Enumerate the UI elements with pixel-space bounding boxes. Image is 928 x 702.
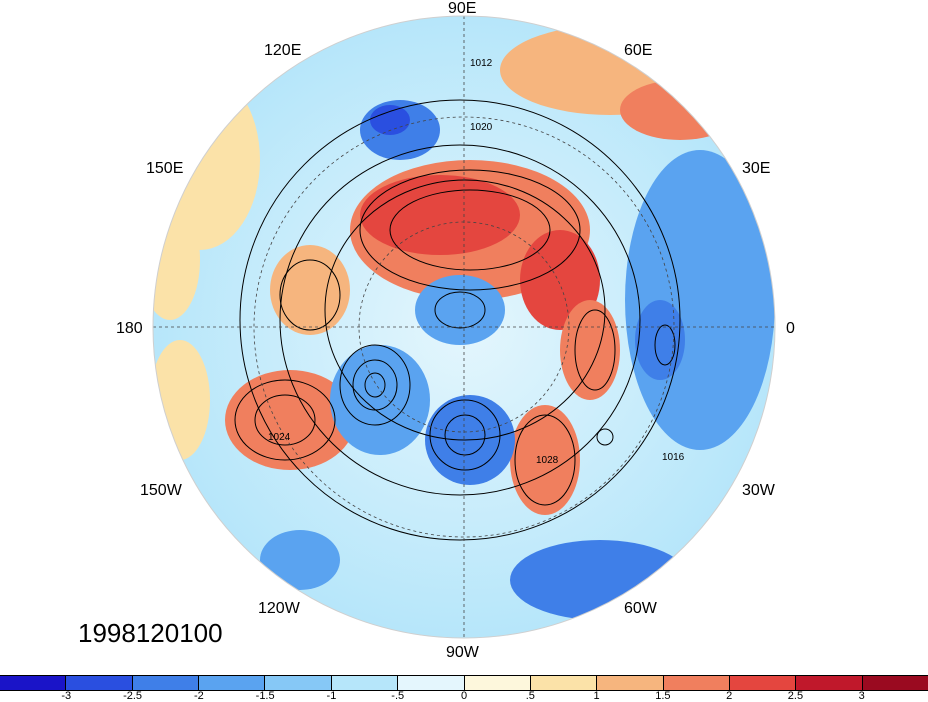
colorbar-tick-label: 3 <box>858 690 865 702</box>
colorbar-segment <box>464 676 531 690</box>
lon-label-120w: 120W <box>258 600 300 617</box>
lon-label-90e: 90E <box>448 0 477 17</box>
colorbar-tick-label: 2.5 <box>787 690 804 702</box>
colorbar-segment <box>66 676 133 690</box>
lon-label-30e: 30E <box>742 160 771 177</box>
lon-label-0: 0 <box>786 320 795 337</box>
colorbar-segment <box>199 676 266 690</box>
colorbar-segment <box>729 676 797 690</box>
date-stamp: 1998120100 <box>78 618 223 648</box>
colorbar-tick-label: -2 <box>193 690 204 702</box>
colorbar-tick-label: -.5 <box>391 690 405 702</box>
colorbar-tick-label: -1.5 <box>255 690 275 702</box>
colorbar-segment <box>331 676 399 690</box>
contour-label: 1024 <box>268 432 291 443</box>
colorbar-tick-label: .5 <box>525 690 535 702</box>
lon-label-60w: 60W <box>624 600 657 617</box>
contour-label: 1012 <box>470 58 493 69</box>
colorbar <box>0 675 928 691</box>
colorbar-tick-label: 1 <box>593 690 600 702</box>
lon-label-90w: 90W <box>446 644 479 661</box>
colorbar-segment <box>265 676 332 690</box>
lon-label-150e: 150E <box>146 160 184 177</box>
contour-label: 1028 <box>536 455 559 466</box>
colorbar-tick-label: -2.5 <box>123 690 143 702</box>
colorbar-tick-label: 1.5 <box>655 690 671 702</box>
colorbar-segment <box>796 676 863 690</box>
colorbar-tick-label: 2 <box>726 690 733 702</box>
lon-label-120e: 120E <box>264 42 302 59</box>
lon-label-30w: 30W <box>742 482 775 499</box>
lon-label-60e: 60E <box>624 42 653 59</box>
contour-label: 1016 <box>662 452 685 463</box>
isobar-contours <box>234 99 681 541</box>
colorbar-segment <box>663 676 730 690</box>
contour-label: 1020 <box>470 122 493 133</box>
colorbar-segment <box>0 676 67 690</box>
graticule <box>153 16 775 638</box>
colorbar-tick-label: 0 <box>460 690 468 702</box>
colorbar-segment <box>597 676 664 690</box>
colorbar-segment <box>132 676 200 690</box>
lon-label-180: 180 <box>116 320 143 337</box>
colorbar-segment <box>398 676 465 690</box>
colorbar-tick-label: -1 <box>326 690 337 702</box>
colorbar-segment <box>530 676 598 690</box>
colorbar-tick-label: -3 <box>61 690 72 702</box>
lon-label-150w: 150W <box>140 482 182 499</box>
colorbar-segment <box>862 676 928 690</box>
